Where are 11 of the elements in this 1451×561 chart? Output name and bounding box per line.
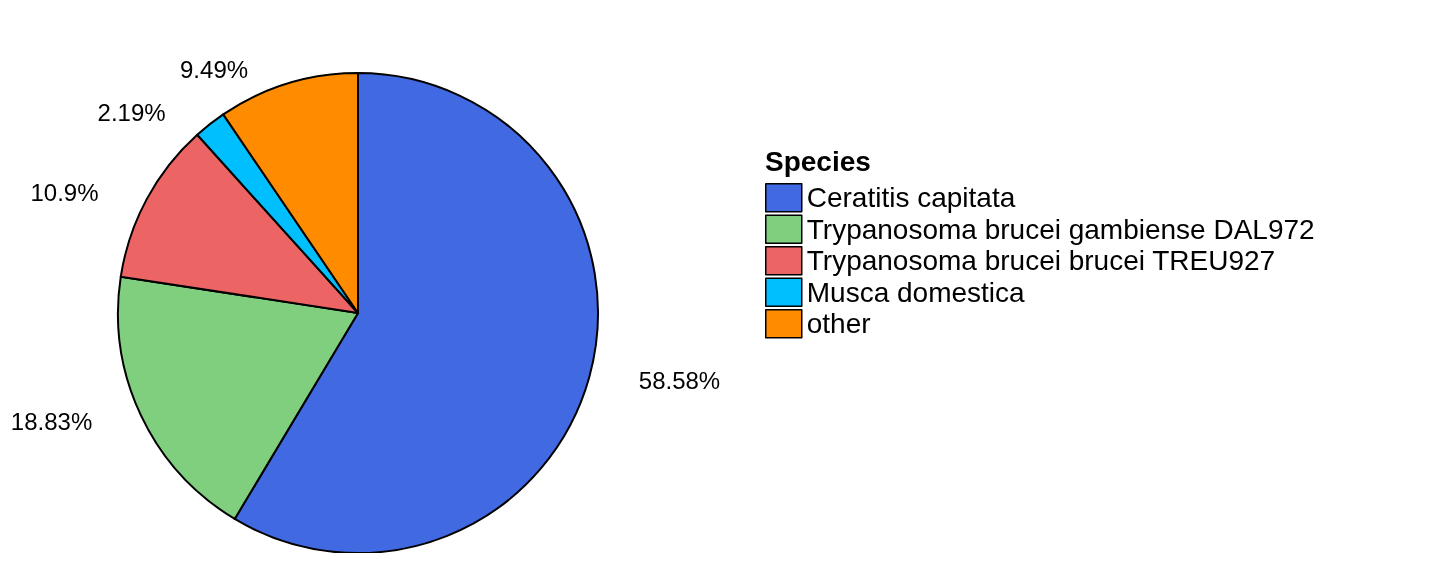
legend-label: Trypanosoma brucei brucei TREU927 xyxy=(806,245,1276,277)
data-label: 58.58% xyxy=(638,367,721,395)
legend-label: Musca domestica xyxy=(806,276,1026,308)
data-label: 10.9% xyxy=(30,178,99,206)
legend-title: Species xyxy=(765,145,871,177)
legend-label: Ceratitis capitata xyxy=(806,182,1016,214)
data-label: 18.83% xyxy=(10,408,93,436)
legend-label: other xyxy=(806,308,871,340)
data-label: 9.49% xyxy=(180,55,249,83)
data-label: 2.19% xyxy=(97,98,166,126)
legend-label: Trypanosoma brucei gambiense DAL972 xyxy=(806,213,1315,245)
